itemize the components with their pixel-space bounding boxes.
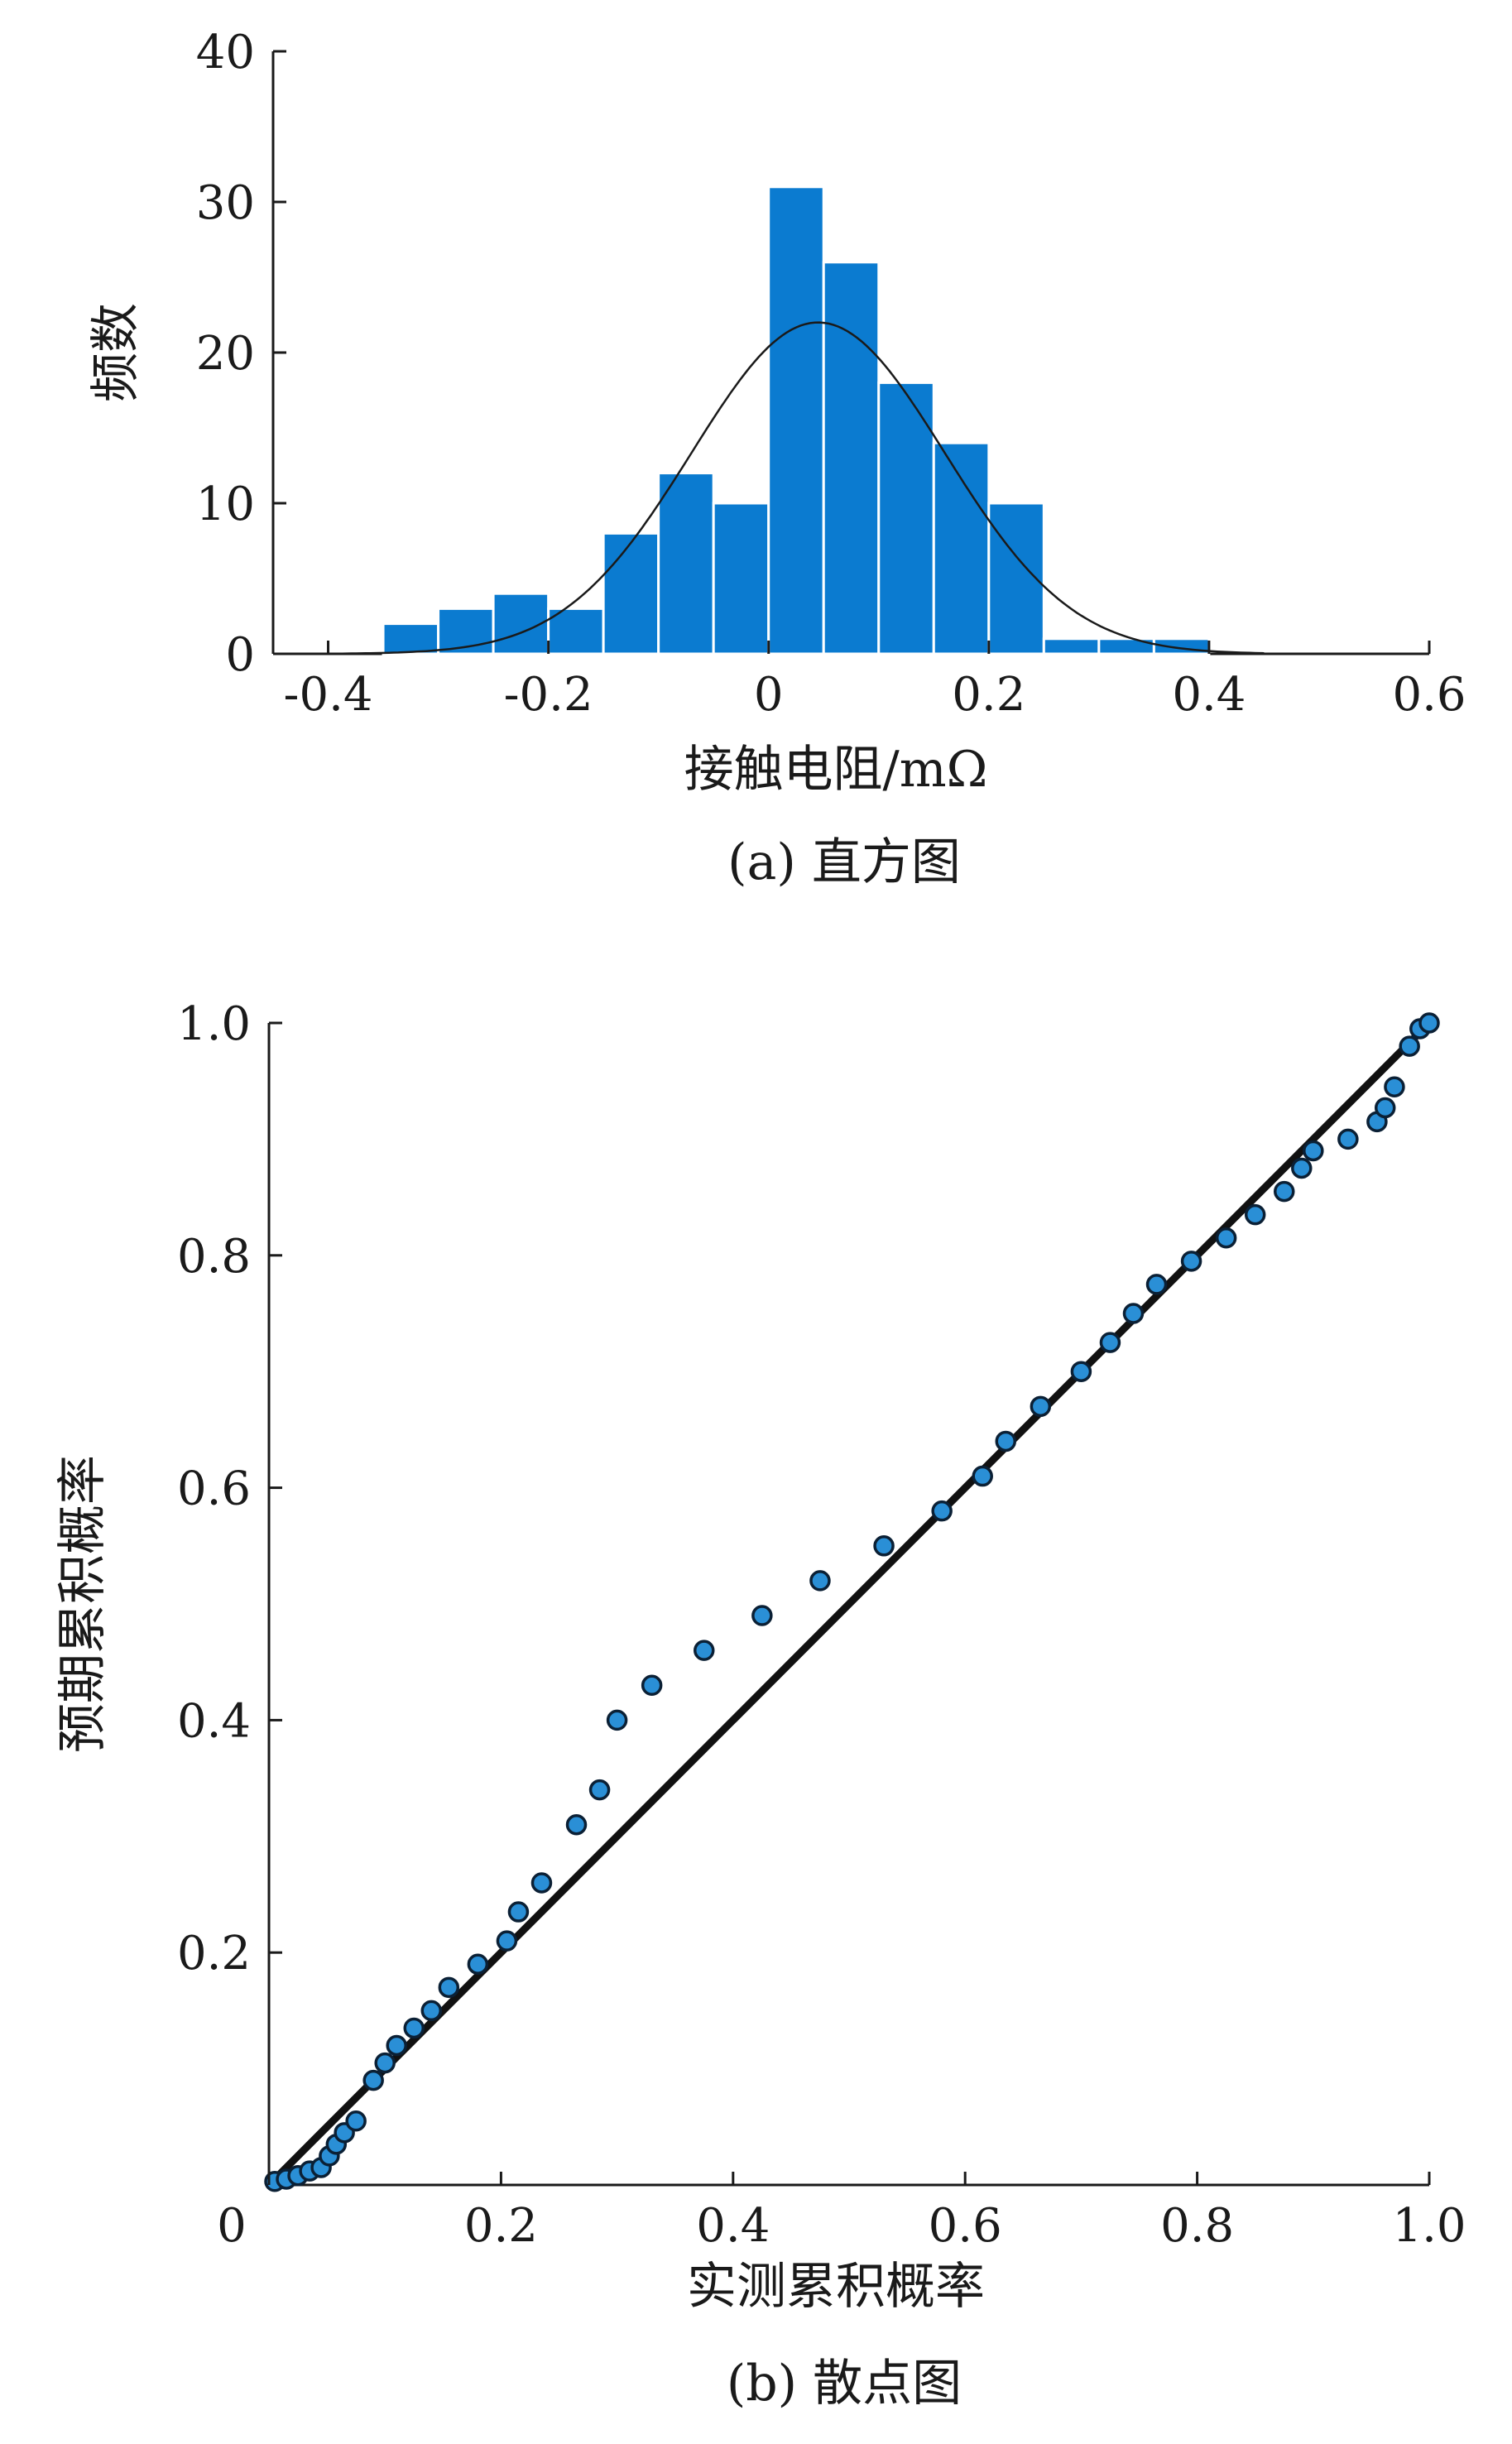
scatter-x-tick-label: 0 bbox=[217, 2199, 247, 2253]
scatter-points bbox=[264, 1012, 1440, 2192]
histogram-bar bbox=[877, 381, 935, 655]
scatter-point bbox=[641, 1674, 663, 1697]
scatter-point bbox=[403, 2017, 425, 2039]
scatter-point bbox=[386, 2034, 407, 2057]
scatter-point bbox=[1303, 1140, 1324, 1162]
scatter-point bbox=[606, 1709, 628, 1731]
scatter-caption: (b) 散点图 bbox=[727, 2355, 962, 2413]
scatter-point bbox=[1122, 1303, 1145, 1324]
histogram-bar bbox=[767, 185, 825, 655]
scatter-point bbox=[1337, 1128, 1359, 1150]
scatter-y-tick-label: 1.0 bbox=[177, 997, 251, 1051]
scatter-x-tick-label: 1.0 bbox=[1392, 2199, 1466, 2253]
histogram-bars bbox=[382, 185, 1211, 655]
scatter-point bbox=[374, 2052, 396, 2074]
scatter-y-tick-label: 0.6 bbox=[177, 1462, 251, 1516]
histogram-ticks: 0 10 20 30 40 -0.4 -0.2 0 0.2 0.4 0.6 bbox=[196, 26, 1466, 722]
scatter-point bbox=[694, 1640, 715, 1661]
scatter-y-tick-label: 0.8 bbox=[177, 1230, 251, 1284]
scatter-y-axis-title: 预期累积概率 bbox=[54, 1455, 112, 1753]
scatter-x-axis-title: 实测累积概率 bbox=[687, 2258, 985, 2316]
histogram-bar bbox=[932, 441, 991, 655]
histogram-bar bbox=[602, 531, 660, 655]
histogram-y-tick-label: 20 bbox=[196, 327, 255, 381]
normal-fit-curve bbox=[328, 321, 1265, 655]
scatter-point bbox=[995, 1430, 1017, 1452]
scatter-x-tick-label: 0.6 bbox=[929, 2199, 1002, 2253]
scatter-point bbox=[507, 1901, 530, 1923]
histogram-bar bbox=[1097, 637, 1155, 655]
scatter-point bbox=[362, 2069, 384, 2091]
histogram-x-tick-label: 0.4 bbox=[1172, 668, 1246, 722]
histogram-bar bbox=[987, 502, 1045, 655]
scatter-point bbox=[1215, 1227, 1237, 1249]
histogram-bar bbox=[1042, 637, 1101, 655]
scatter-point bbox=[438, 1976, 460, 1999]
scatter-y-tick-label: 0.2 bbox=[177, 1927, 251, 1981]
scatter-point bbox=[1070, 1361, 1092, 1382]
scatter-point bbox=[1384, 1076, 1405, 1097]
histogram-bar bbox=[822, 261, 881, 655]
scatter-point bbox=[931, 1500, 953, 1522]
scatter-panel: 0.2 0.4 0.6 0.8 1.0 0 0.2 0.4 0.6 0.8 1.0 预期累积概率 实… bbox=[54, 997, 1466, 2413]
scatter-point bbox=[972, 1465, 993, 1487]
scatter-point bbox=[467, 1953, 489, 1975]
scatter-axes bbox=[267, 1023, 1429, 2187]
histogram-panel: 0 10 20 30 40 -0.4 -0.2 0 0.2 0.4 0.6 频数 接触电阻/mΩ (… bbox=[87, 26, 1466, 891]
histogram-bar bbox=[382, 622, 440, 655]
scatter-point bbox=[1374, 1097, 1396, 1119]
reference-line bbox=[266, 1020, 1433, 2188]
histogram-bar bbox=[547, 607, 605, 655]
histogram-x-tick-label: -0.2 bbox=[504, 668, 593, 722]
scatter-point bbox=[1244, 1203, 1266, 1226]
histogram-x-tick-label: -0.4 bbox=[284, 668, 373, 722]
histogram-y-tick-label: 30 bbox=[196, 176, 255, 230]
scatter-point bbox=[565, 1814, 588, 1836]
scatter-point bbox=[496, 1930, 518, 1952]
histogram-y-tick-label: 0 bbox=[225, 628, 255, 682]
scatter-point bbox=[530, 1872, 553, 1894]
histogram-x-tick-label: 0 bbox=[754, 668, 784, 722]
histogram-y-tick-label: 10 bbox=[196, 478, 255, 531]
scatter-point bbox=[1291, 1157, 1313, 1179]
scatter-point bbox=[588, 1779, 611, 1801]
scatter-point bbox=[873, 1535, 895, 1557]
histogram-x-tick-label: 0.2 bbox=[952, 668, 1025, 722]
scatter-ticks: 0.2 0.4 0.6 0.8 1.0 0 0.2 0.4 0.6 0.8 1.0 bbox=[177, 997, 1466, 2253]
scatter-x-tick-label: 0.2 bbox=[464, 2199, 538, 2253]
histogram-y-tick-label: 40 bbox=[196, 26, 255, 79]
histogram-bar bbox=[712, 502, 770, 655]
histogram-bar bbox=[657, 472, 715, 655]
scatter-point bbox=[1180, 1251, 1202, 1272]
scatter-y-tick-label: 0.4 bbox=[177, 1694, 251, 1748]
scatter-point bbox=[1418, 1012, 1440, 1034]
histogram-x-tick-label: 0.6 bbox=[1392, 668, 1466, 722]
scatter-point bbox=[1274, 1180, 1295, 1203]
scatter-point bbox=[345, 2110, 367, 2132]
histogram-caption: (a) 直方图 bbox=[727, 833, 961, 891]
scatter-point bbox=[1399, 1035, 1420, 1057]
scatter-point bbox=[1099, 1332, 1121, 1353]
scatter-point bbox=[1145, 1274, 1168, 1295]
scatter-x-tick-label: 0.4 bbox=[696, 2199, 770, 2253]
scatter-point bbox=[751, 1605, 773, 1626]
histogram-y-axis-title: 频数 bbox=[87, 303, 145, 402]
scatter-point bbox=[809, 1570, 831, 1592]
histogram-x-axis-title: 接触电阻/mΩ bbox=[684, 741, 988, 799]
scatter-point bbox=[420, 2000, 443, 2022]
scatter-point bbox=[1030, 1395, 1052, 1418]
scatter-x-tick-label: 0.8 bbox=[1160, 2199, 1234, 2253]
